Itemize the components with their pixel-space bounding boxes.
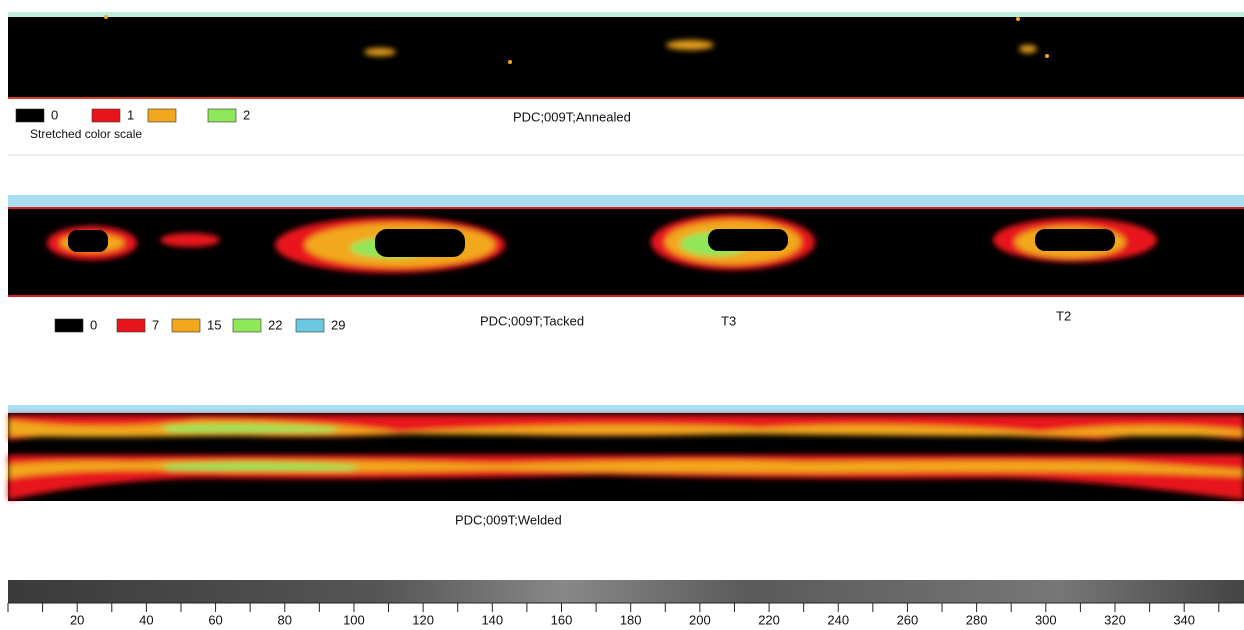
panel-title: PDC;009T;Welded	[455, 512, 562, 527]
legend-swatch	[92, 109, 120, 122]
legend-swatch	[16, 109, 44, 122]
tick-label: 340	[1173, 612, 1195, 627]
panel-title: PDC;009T;Tacked	[480, 313, 584, 328]
tick-label: 240	[827, 612, 849, 627]
legend-swatch	[233, 319, 261, 332]
tick-label: 100	[343, 612, 365, 627]
annotation: T3	[721, 313, 736, 328]
tick-label: 280	[966, 612, 988, 627]
tacked-strip	[8, 195, 1244, 297]
legend-swatch	[172, 319, 200, 332]
legend-label: 22	[268, 317, 282, 332]
annealed-strip	[8, 12, 1244, 99]
tick-label: 20	[70, 612, 84, 627]
tick-label: 60	[208, 612, 222, 627]
legend-swatch	[55, 319, 83, 332]
tick-label: 160	[551, 612, 573, 627]
axis: 20 40 60 80 100 120 140 160 180 200 220 240 260 280 30…	[8, 603, 1219, 627]
tick-label: 120	[412, 612, 434, 627]
legend-label: 15	[207, 317, 221, 332]
legend-swatch	[117, 319, 145, 332]
reference-strip	[8, 580, 1244, 603]
tick-label: 200	[689, 612, 711, 627]
legend-label: 1	[127, 107, 134, 122]
tick-label: 320	[1104, 612, 1126, 627]
tick-label: 140	[481, 612, 503, 627]
legend-label: 0	[51, 107, 58, 122]
figure: 2040608010012014016018020022024026028030…	[0, 0, 1244, 630]
scale-note: Stretched color scale	[30, 127, 142, 141]
panel-title: PDC;009T;Annealed	[513, 109, 631, 124]
legend-swatch	[148, 109, 176, 122]
legend-swatch	[208, 109, 236, 122]
tick-label: 40	[139, 612, 153, 627]
tick-label: 260	[897, 612, 919, 627]
legend-swatch	[296, 319, 324, 332]
legend-label: 29	[331, 317, 345, 332]
legend-label: 7	[152, 317, 159, 332]
welded-strip	[8, 405, 1244, 501]
tick-label: 80	[278, 612, 292, 627]
tick-label: 220	[758, 612, 780, 627]
tick-label: 180	[620, 612, 642, 627]
annotation: T2	[1056, 308, 1071, 323]
legend-label: 0	[90, 317, 97, 332]
tick-label: 300	[1035, 612, 1057, 627]
legend-label: 2	[243, 107, 250, 122]
